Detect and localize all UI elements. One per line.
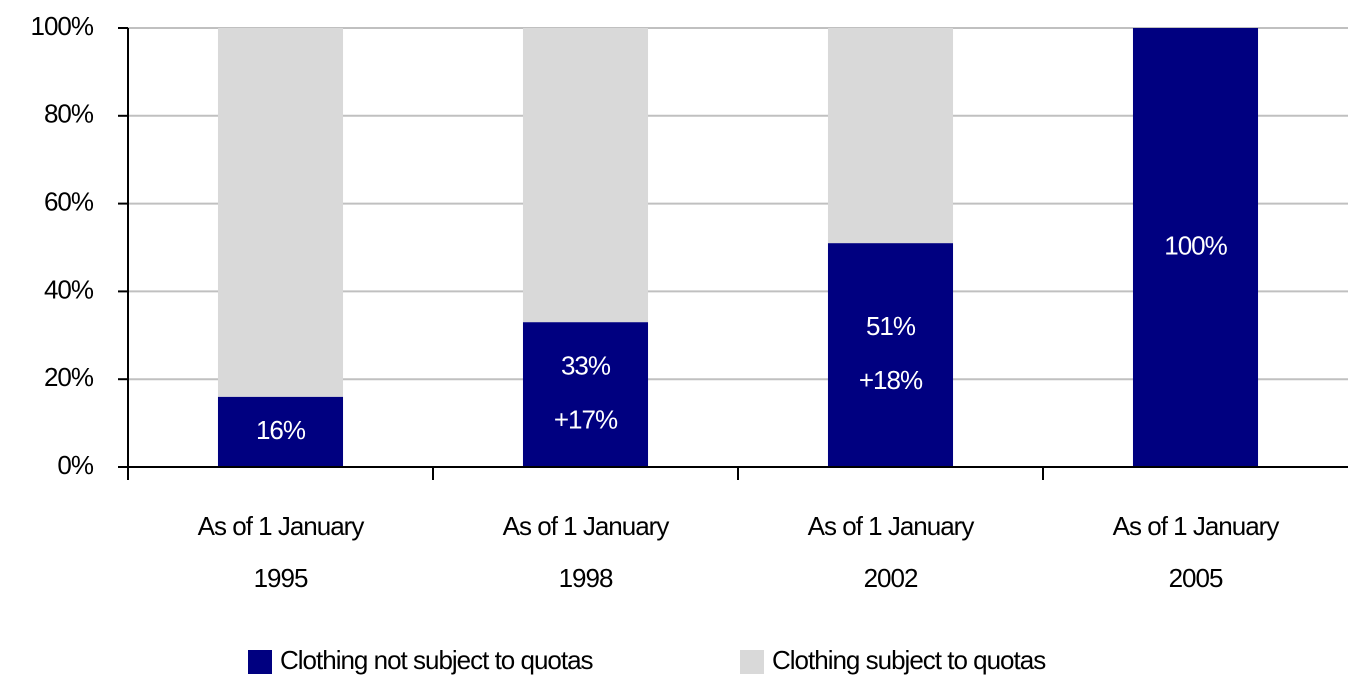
bar-segment <box>522 322 649 467</box>
legend-label: Clothing not subject to quotas <box>280 645 594 675</box>
x-tick-label: As of 1 January <box>198 511 365 541</box>
x-tick-label: 2005 <box>1169 563 1223 593</box>
y-tick-label: 40% <box>44 274 94 304</box>
legend-swatch <box>248 650 272 674</box>
y-tick-label: 80% <box>44 99 94 129</box>
x-tick-label: 1995 <box>254 563 308 593</box>
y-tick-label: 100% <box>31 11 94 41</box>
x-tick-label: 1998 <box>559 563 613 593</box>
bar-segment <box>217 396 344 467</box>
bar-segment <box>827 28 954 244</box>
x-tick-label: As of 1 January <box>808 511 975 541</box>
data-label: 100% <box>1164 230 1227 260</box>
legend-label: Clothing subject to quotas <box>772 645 1046 675</box>
change-label: +17% <box>554 404 618 434</box>
bar-segment <box>827 243 954 467</box>
bar-segment <box>1132 28 1259 467</box>
change-label: +18% <box>859 365 923 395</box>
y-tick-label: 0% <box>57 450 93 480</box>
x-tick-label: As of 1 January <box>503 511 670 541</box>
legend-swatch <box>740 650 764 674</box>
bar-segment <box>217 28 344 397</box>
x-tick-label: As of 1 January <box>1113 511 1280 541</box>
y-tick-label: 20% <box>44 362 94 392</box>
x-tick-label: 2002 <box>864 563 918 593</box>
y-tick-label: 60% <box>44 186 94 216</box>
bar-segment <box>522 28 649 323</box>
data-label: 33% <box>561 350 611 380</box>
data-label: 51% <box>866 311 916 341</box>
data-label: 16% <box>256 415 306 445</box>
